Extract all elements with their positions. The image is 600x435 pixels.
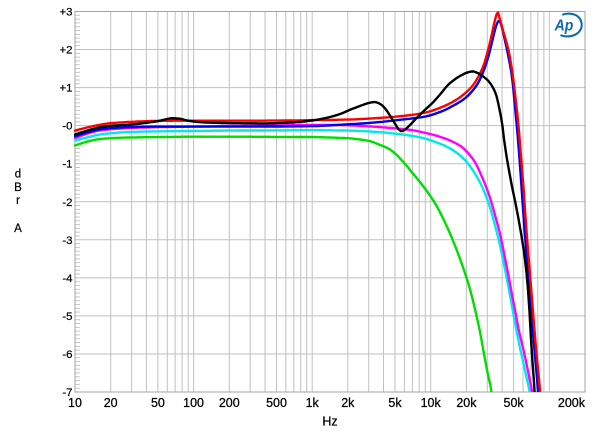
svg-text:200k: 200k <box>558 396 586 410</box>
svg-text:Hz: Hz <box>322 415 337 429</box>
svg-text:+1: +1 <box>60 83 73 95</box>
svg-text:-2: -2 <box>62 197 72 209</box>
svg-text:-4: -4 <box>62 273 72 285</box>
svg-text:200: 200 <box>219 396 240 410</box>
svg-text:-1: -1 <box>62 159 72 171</box>
svg-text:d: d <box>15 169 21 181</box>
svg-text:5k: 5k <box>388 396 402 410</box>
svg-text:Ap: Ap <box>554 17 574 35</box>
svg-text:A: A <box>14 223 22 235</box>
svg-text:50: 50 <box>151 396 165 410</box>
svg-text:-6: -6 <box>62 349 72 361</box>
svg-text:-7: -7 <box>62 387 72 399</box>
svg-text:-0: -0 <box>62 121 72 133</box>
svg-text:2k: 2k <box>341 396 355 410</box>
svg-text:-3: -3 <box>62 235 72 247</box>
svg-text:-5: -5 <box>62 311 72 323</box>
svg-text:50k: 50k <box>504 396 525 410</box>
svg-text:+2: +2 <box>60 45 73 57</box>
svg-text:20k: 20k <box>456 396 477 410</box>
svg-text:100: 100 <box>183 396 204 410</box>
svg-text:+3: +3 <box>60 7 73 19</box>
svg-text:500: 500 <box>266 396 287 410</box>
svg-text:10k: 10k <box>421 396 442 410</box>
svg-text:20: 20 <box>104 396 118 410</box>
svg-text:B: B <box>14 182 22 194</box>
svg-text:1k: 1k <box>306 396 320 410</box>
svg-text:10: 10 <box>68 396 82 410</box>
svg-text:r: r <box>16 195 20 207</box>
